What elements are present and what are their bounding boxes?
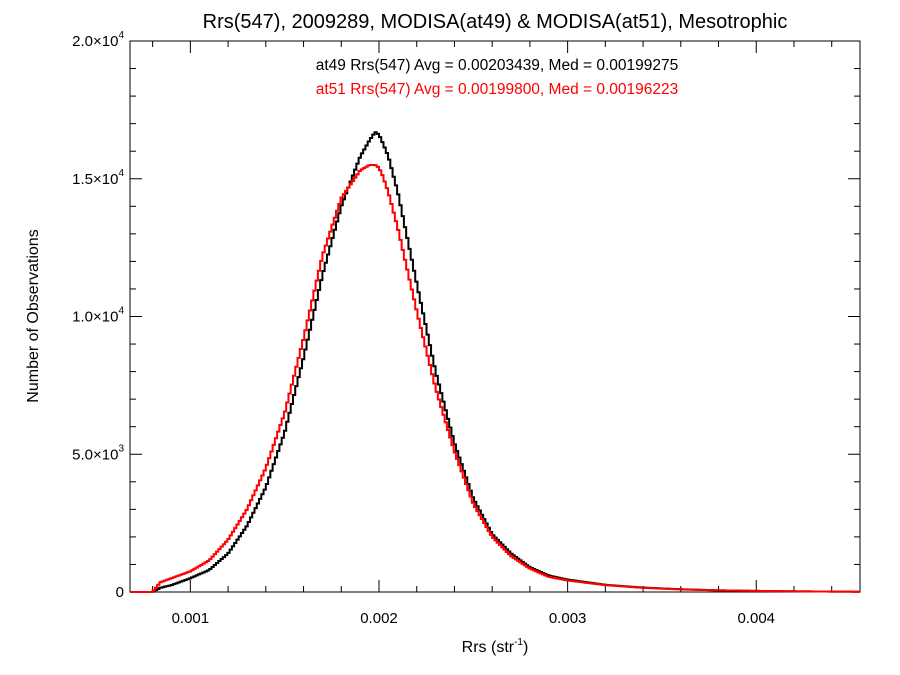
x-tick-label: 0.002 — [360, 610, 398, 627]
plot-frame — [129, 40, 861, 593]
y-tick-label: 1.5×104 — [72, 168, 124, 188]
x-axis-label-end: ) — [523, 639, 528, 656]
legend-at49-stats: at49 Rrs(547) Avg = 0.00203439, Med = 0.… — [316, 57, 679, 74]
y-tick-label: 1.0×104 — [72, 306, 124, 326]
series-layer — [130, 131, 860, 593]
axis-ticks — [130, 40, 860, 593]
y-axis-label: Number of Observations — [25, 229, 42, 402]
y-tick-label: 5.0×103 — [72, 443, 124, 463]
series-line-at51 — [130, 163, 860, 593]
y-tick-label: 2.0×104 — [72, 30, 124, 50]
x-tick-labels: 0.001 0.002 0.003 0.004 — [172, 610, 775, 627]
x-axis-label-main: Rrs (str — [462, 639, 515, 656]
x-tick-label: 0.001 — [172, 610, 210, 627]
chart-title: Rrs(547), 2009289, MODISA(at49) & MODISA… — [203, 11, 788, 33]
x-axis-label: Rrs (str-1) — [462, 637, 529, 656]
legend-at51-stats: at51 Rrs(547) Avg = 0.00199800, Med = 0.… — [316, 81, 679, 98]
x-tick-label: 0.003 — [549, 610, 587, 627]
x-tick-label: 0.004 — [737, 610, 775, 627]
x-axis-label-sup: -1 — [514, 637, 523, 648]
y-tick-label: 0 — [116, 584, 124, 601]
y-tick-labels: 0 5.0×103 1.0×104 1.5×104 2.0×104 — [72, 30, 124, 601]
